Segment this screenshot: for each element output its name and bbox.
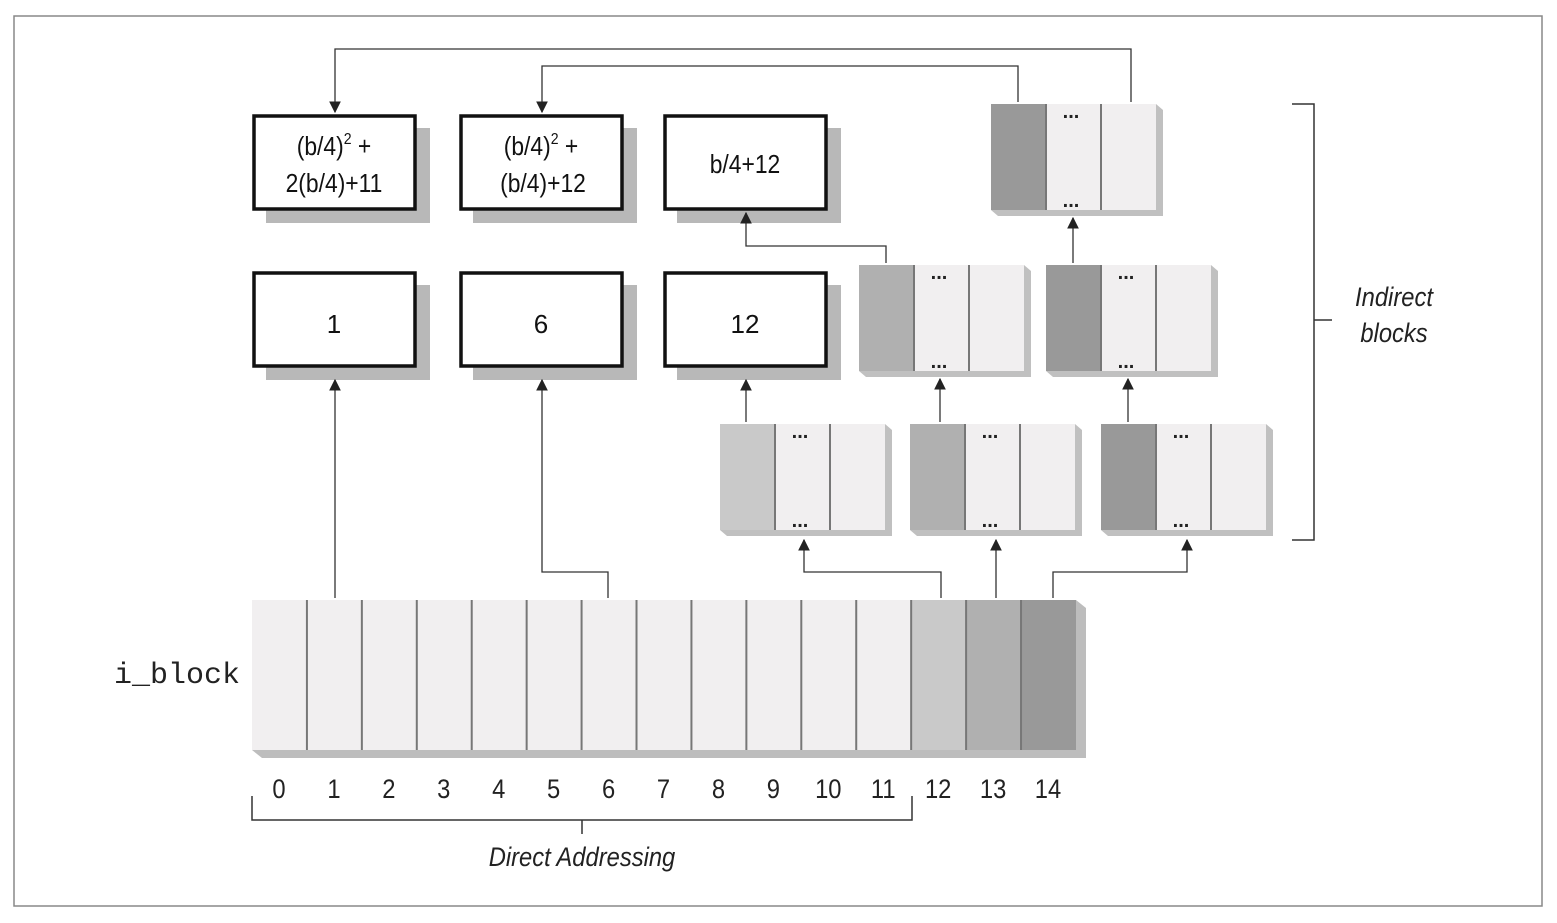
triple-indirect-level3-block-ellipsis-top: ...: [1063, 101, 1080, 123]
indirect-blocks-label-line1: Indirect: [1355, 283, 1434, 313]
slot-index-label: 1: [327, 775, 340, 805]
slot-index-label: 10: [815, 775, 841, 805]
data-block-double-line1: (b/4)2 +: [504, 130, 579, 161]
double-indirect-level2-block: ......: [859, 262, 1031, 377]
double-indirect-block-ellipsis-bottom: ...: [982, 510, 999, 532]
data-block-triple-line2: 2(b/4)+11: [286, 170, 383, 199]
arrow-slot14-to-triple-indirect: [1052, 538, 1193, 598]
connectors: [329, 48, 1193, 598]
slot-index-label: 12: [925, 775, 951, 805]
data-block-6-label: 6: [534, 309, 548, 339]
double-indirect-level2-block-ellipsis-top: ...: [931, 262, 948, 284]
data-block-6-box: [459, 271, 624, 368]
slot-index-label: 9: [767, 775, 780, 805]
data-block-triple-line1: (b/4)2 +: [297, 130, 372, 161]
index-labels: 0 1 2 3 4 5 6 7 8 9 10 11 12 13 14: [272, 775, 1061, 805]
single-indirect-block-ellipsis-top: ...: [792, 421, 809, 443]
slot-12: [912, 600, 967, 750]
slot-index-label: 2: [382, 775, 395, 805]
data-block-triple-box: [252, 114, 417, 211]
triple-indirect-level3-block-ellipsis-bottom: ...: [1063, 190, 1080, 212]
triple-indirect-block-first-entry: [1101, 424, 1156, 530]
i-block-label: i_block: [114, 659, 240, 693]
single-indirect-block-ellipsis-bottom: ...: [792, 510, 809, 532]
data-block-single: b/4+12: [663, 114, 841, 223]
direct-addressing-bracket: [251, 796, 913, 834]
data-block-single-label: b/4+12: [710, 151, 781, 180]
i-block-array: [252, 600, 1086, 758]
slot-index-label: 8: [712, 775, 725, 805]
arrow-slot6-to-block6: [536, 378, 609, 598]
data-block-1: 1: [252, 271, 430, 380]
triple-indirect-level2-block-ellipsis-top: ...: [1118, 262, 1135, 284]
triple-indirect-level2-block-ellipsis-bottom: ...: [1118, 351, 1135, 373]
slot-14: [1022, 600, 1076, 750]
data-block-triple: (b/4)2 + 2(b/4)+11: [252, 114, 430, 223]
triple-indirect-block: ......: [1101, 421, 1273, 536]
double-indirect-level2-block-first-entry: [859, 265, 914, 371]
data-block-12: 12: [663, 271, 841, 380]
slot-index-label: 3: [437, 775, 450, 805]
slot-index-label: 13: [980, 775, 1006, 805]
triple-indirect-block-ellipsis-top: ...: [1173, 421, 1190, 443]
data-block-1-label: 1: [327, 309, 341, 339]
indirect-blocks: ....................................: [720, 101, 1273, 536]
slot-index-label: 6: [602, 775, 615, 805]
slot-index-label: 7: [657, 775, 670, 805]
single-indirect-block: ......: [720, 421, 892, 536]
slot-index-label: 4: [492, 775, 505, 805]
triple-indirect-level2-block-first-entry: [1046, 265, 1101, 371]
indirect-blocks-label-line2: blocks: [1360, 319, 1428, 349]
data-block-12-label: 12: [731, 309, 760, 339]
slot-13: [967, 600, 1022, 750]
data-block-1-box: [252, 271, 417, 368]
triple-indirect-level3-block-first-entry: [991, 104, 1046, 210]
data-block-12-box: [663, 271, 828, 368]
arrow-triple-l3-to-double-block: [536, 65, 1019, 114]
double-indirect-block-first-entry: [910, 424, 965, 530]
triple-indirect-level2-block: ......: [1046, 262, 1218, 377]
double-indirect-block: ......: [910, 421, 1082, 536]
slot-index-label: 0: [272, 775, 285, 805]
data-block-double-box: [459, 114, 624, 211]
indirect-blocks-bracket: [1292, 103, 1332, 541]
data-block-6: 6: [459, 271, 637, 380]
slot-index-label: 11: [871, 775, 896, 805]
data-block-single-box: [663, 114, 828, 211]
slot-index-label: 14: [1035, 775, 1061, 805]
triple-indirect-level3-block: ......: [991, 101, 1163, 216]
arrow-slot12-to-single-indirect: [798, 538, 942, 598]
data-block-double: (b/4)2 + (b/4)+12: [459, 114, 637, 223]
triple-indirect-block-ellipsis-bottom: ...: [1173, 510, 1190, 532]
arrow-double-l2-to-single-block: [740, 211, 887, 263]
direct-addressing-label: Direct Addressing: [489, 843, 676, 873]
slot-index-label: 5: [547, 775, 560, 805]
slot-dividers: [305, 600, 1023, 750]
single-indirect-block-first-entry: [720, 424, 775, 530]
double-indirect-level2-block-ellipsis-bottom: ...: [931, 351, 948, 373]
arrow-triple-l3-to-triple-block: [329, 48, 1132, 114]
double-indirect-block-ellipsis-top: ...: [982, 421, 999, 443]
data-block-double-line2: (b/4)+12: [500, 170, 586, 199]
